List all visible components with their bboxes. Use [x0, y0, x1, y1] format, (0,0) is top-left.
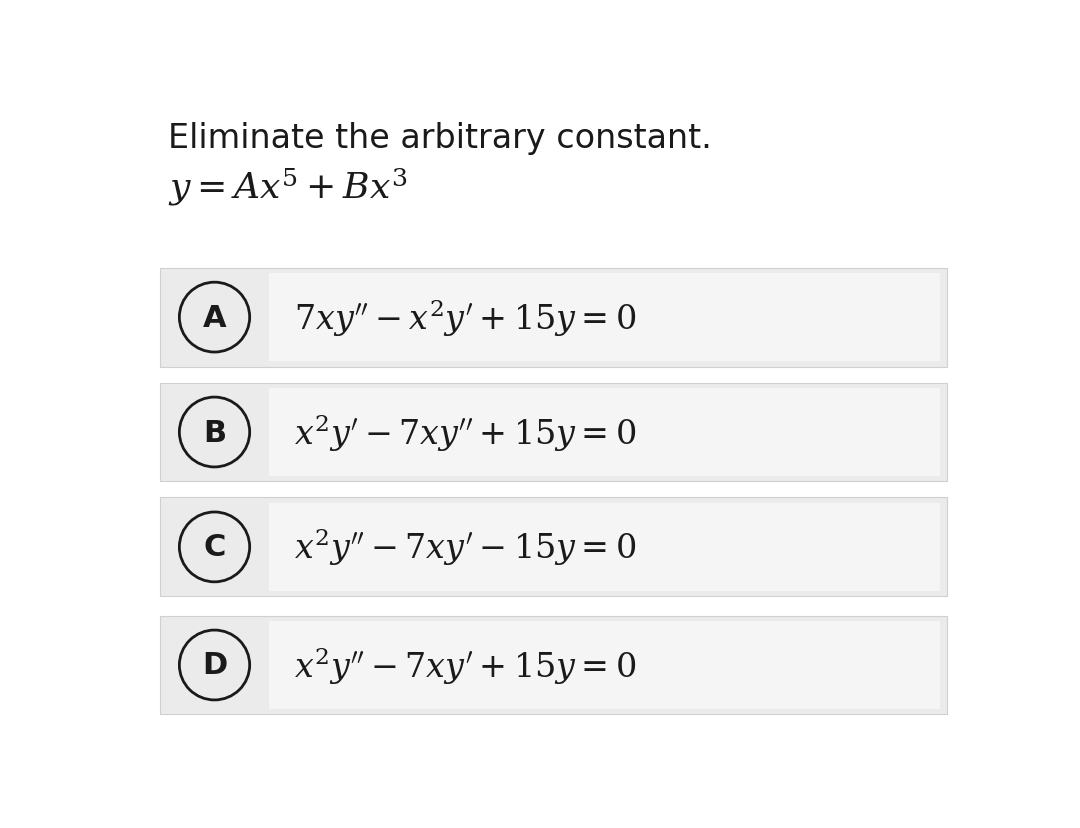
FancyBboxPatch shape: [160, 268, 947, 367]
Text: $y = Ax^5 + Bx^3$: $y = Ax^5 + Bx^3$: [168, 166, 407, 208]
Text: Eliminate the arbitrary constant.: Eliminate the arbitrary constant.: [168, 122, 713, 155]
Text: D: D: [202, 651, 227, 680]
Text: C: C: [203, 532, 226, 561]
Text: $x^2y^{\prime\prime} - 7xy^{\prime} - 15y = 0$: $x^2y^{\prime\prime} - 7xy^{\prime} - 15…: [294, 527, 636, 568]
Text: $7xy^{\prime\prime} - x^2y^{\prime} + 15y = 0$: $7xy^{\prime\prime} - x^2y^{\prime} + 15…: [294, 297, 636, 339]
FancyBboxPatch shape: [269, 621, 941, 710]
Text: A: A: [203, 303, 227, 332]
FancyBboxPatch shape: [160, 383, 947, 482]
FancyBboxPatch shape: [269, 388, 941, 477]
Text: B: B: [203, 418, 226, 447]
FancyBboxPatch shape: [269, 503, 941, 591]
Text: $x^2y^{\prime} - 7xy^{\prime\prime} + 15y = 0$: $x^2y^{\prime} - 7xy^{\prime\prime} + 15…: [294, 412, 636, 453]
FancyBboxPatch shape: [160, 616, 947, 715]
Text: $x^2y^{\prime\prime} - 7xy^{\prime} + 15y = 0$: $x^2y^{\prime\prime} - 7xy^{\prime} + 15…: [294, 645, 636, 686]
FancyBboxPatch shape: [160, 498, 947, 597]
FancyBboxPatch shape: [269, 273, 941, 362]
